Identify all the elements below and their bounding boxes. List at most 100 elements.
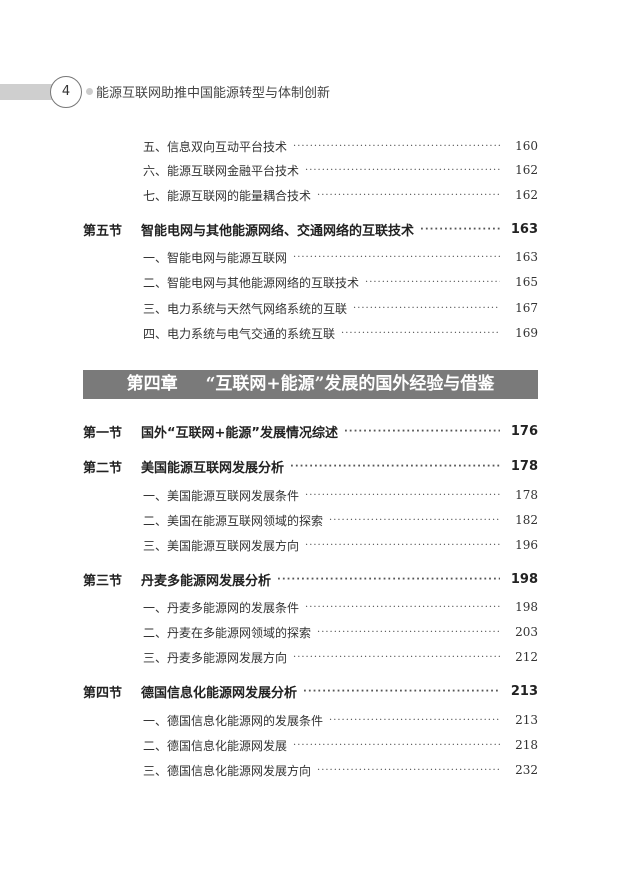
dot-leader (305, 602, 500, 613)
entry-page: 162 (515, 163, 538, 177)
section-number: 第一节 (83, 425, 123, 441)
entry-title: 三、电力系统与天然气网络系统的互联 (143, 301, 348, 316)
section-number: 第五节 (83, 223, 123, 239)
entry-label: 二、美国在能源互联网领域的探索 (143, 512, 323, 529)
section-number: 第二节 (83, 460, 123, 476)
chapter-banner[interactable]: 第四章 “互联网+能源”发展的国外经验与借鉴 (83, 370, 538, 399)
entry-title: 德国信息化能源网发展分析 (141, 685, 298, 701)
entry-page: 213 (515, 713, 538, 727)
toc-section-entry[interactable]: 第四节 德国信息化能源网发展分析 213 (0, 681, 640, 701)
toc-section-entry[interactable]: 第二节 美国能源互联网发展分析 178 (0, 456, 640, 476)
entry-title: 四、电力系统与电气交通的系统互联 (143, 326, 336, 341)
section-number: 第四节 (83, 685, 123, 701)
entry-label: 一、智能电网与能源互联网 (143, 249, 287, 266)
entry-title: 五、信息双向互动平台技术 (143, 139, 288, 154)
entry-label: 七、能源互联网的能量耦合技术 (143, 187, 311, 204)
entry-title: 美国能源互联网发展分析 (141, 460, 285, 476)
entry-page: 198 (515, 600, 538, 614)
toc-item-entry[interactable]: 三、德国信息化能源网发展方向 232 (0, 760, 640, 780)
dot-leader (305, 490, 500, 501)
entry-label: 三、德国信息化能源网发展方向 (143, 762, 311, 779)
entry-title: 二、智能电网与其他能源网络的互联技术 (143, 275, 360, 290)
dot-leader (365, 277, 500, 288)
entry-label: 一、德国信息化能源网的发展条件 (143, 712, 323, 729)
entry-page: 163 (515, 250, 538, 264)
entry-page: 182 (515, 513, 538, 527)
entry-title: 七、能源互联网的能量耦合技术 (143, 188, 312, 203)
dot-leader (293, 740, 500, 751)
dot-leader (305, 540, 500, 551)
toc-item-entry[interactable]: 二、美国在能源互联网领域的探索 182 (0, 510, 640, 530)
dot-leader (344, 426, 500, 437)
entry-page: 178 (510, 458, 538, 474)
entry-page: 203 (515, 625, 538, 639)
entry-title: 一、美国能源互联网发展条件 (143, 488, 300, 503)
toc-item-entry[interactable]: 六、能源互联网金融平台技术 162 (0, 160, 640, 180)
entry-title: 三、德国信息化能源网发展方向 (143, 763, 312, 778)
entry-label: 第一节 国外“互联网+能源”发展情况综述 (83, 422, 338, 441)
toc-item-entry[interactable]: 一、智能电网与能源互联网 163 (0, 247, 640, 267)
toc-item-entry[interactable]: 七、能源互联网的能量耦合技术 162 (0, 185, 640, 205)
entry-page: 218 (515, 738, 538, 752)
dot-leader (317, 190, 500, 201)
entry-label: 四、电力系统与电气交通的系统互联 (143, 325, 335, 342)
toc-item-entry[interactable]: 五、信息双向互动平台技术 160 (0, 136, 640, 156)
entry-title: 一、丹麦多能源网的发展条件 (143, 600, 300, 615)
entry-label: 五、信息双向互动平台技术 (143, 138, 287, 155)
toc-section-entry[interactable]: 第五节 智能电网与其他能源网络、交通网络的互联技术 163 (0, 219, 640, 239)
entry-page: 213 (510, 683, 538, 699)
toc-item-entry[interactable]: 二、丹麦在多能源网领域的探索 203 (0, 622, 640, 642)
dot-leader (293, 652, 500, 663)
toc-item-entry[interactable]: 二、智能电网与其他能源网络的互联技术 165 (0, 272, 640, 292)
entry-title: 丹麦多能源网发展分析 (141, 573, 272, 589)
dot-leader (353, 303, 500, 314)
toc-section-entry[interactable]: 第三节 丹麦多能源网发展分析 198 (0, 569, 640, 589)
chapter-number: 第四章 (126, 374, 178, 394)
toc-item-entry[interactable]: 三、电力系统与天然气网络系统的互联 167 (0, 298, 640, 318)
entry-title: 三、美国能源互联网发展方向 (143, 538, 300, 553)
entry-page: 178 (515, 488, 538, 502)
dot-leader (303, 686, 500, 697)
entry-label: 三、美国能源互联网发展方向 (143, 537, 299, 554)
entry-title: 二、美国在能源互联网领域的探索 (143, 513, 324, 528)
page-number: 4 (50, 76, 82, 108)
entry-label: 二、丹麦在多能源网领域的探索 (143, 624, 311, 641)
toc-item-entry[interactable]: 一、德国信息化能源网的发展条件 213 (0, 710, 640, 730)
entry-label: 二、智能电网与其他能源网络的互联技术 (143, 274, 359, 291)
toc-item-entry[interactable]: 三、美国能源互联网发展方向 196 (0, 535, 640, 555)
toc-item-entry[interactable]: 四、电力系统与电气交通的系统互联 169 (0, 323, 640, 343)
dot-leader (293, 141, 500, 152)
entry-title: 国外“互联网+能源”发展情况综述 (141, 425, 338, 441)
toc-item-entry[interactable]: 一、美国能源互联网发展条件 178 (0, 485, 640, 505)
dot-leader (329, 715, 500, 726)
dot-leader (277, 574, 500, 585)
toc-item-entry[interactable]: 二、德国信息化能源网发展 218 (0, 735, 640, 755)
entry-title: 一、德国信息化能源网的发展条件 (143, 713, 324, 728)
entry-page: 162 (515, 188, 538, 202)
entry-title: 一、智能电网与能源互联网 (143, 250, 288, 265)
entry-title: 六、能源互联网金融平台技术 (143, 163, 300, 178)
entry-label: 一、美国能源互联网发展条件 (143, 487, 299, 504)
bullet-icon (86, 88, 93, 95)
entry-label: 一、丹麦多能源网的发展条件 (143, 599, 299, 616)
toc-section-entry[interactable]: 第一节 国外“互联网+能源”发展情况综述 176 (0, 421, 640, 441)
entry-page: 198 (510, 571, 538, 587)
entry-label: 第四节 德国信息化能源网发展分析 (83, 682, 297, 701)
dot-leader (290, 461, 500, 472)
entry-page: 169 (515, 326, 538, 340)
dot-leader (305, 165, 500, 176)
entry-label: 第三节 丹麦多能源网发展分析 (83, 570, 271, 589)
toc-item-entry[interactable]: 三、丹麦多能源网发展方向 212 (0, 647, 640, 667)
dot-leader (420, 224, 500, 235)
entry-title: 三、丹麦多能源网发展方向 (143, 650, 288, 665)
running-title: 能源互联网助推中国能源转型与体制创新 (96, 86, 331, 101)
entry-page: 165 (515, 275, 538, 289)
entry-label: 三、电力系统与天然气网络系统的互联 (143, 300, 347, 317)
chapter-title: “互联网+能源”发展的国外经验与借鉴 (205, 374, 495, 394)
dot-leader (329, 515, 500, 526)
dot-leader (341, 328, 500, 339)
entry-page: 176 (510, 423, 538, 439)
entry-page: 167 (515, 301, 538, 315)
toc-item-entry[interactable]: 一、丹麦多能源网的发展条件 198 (0, 597, 640, 617)
